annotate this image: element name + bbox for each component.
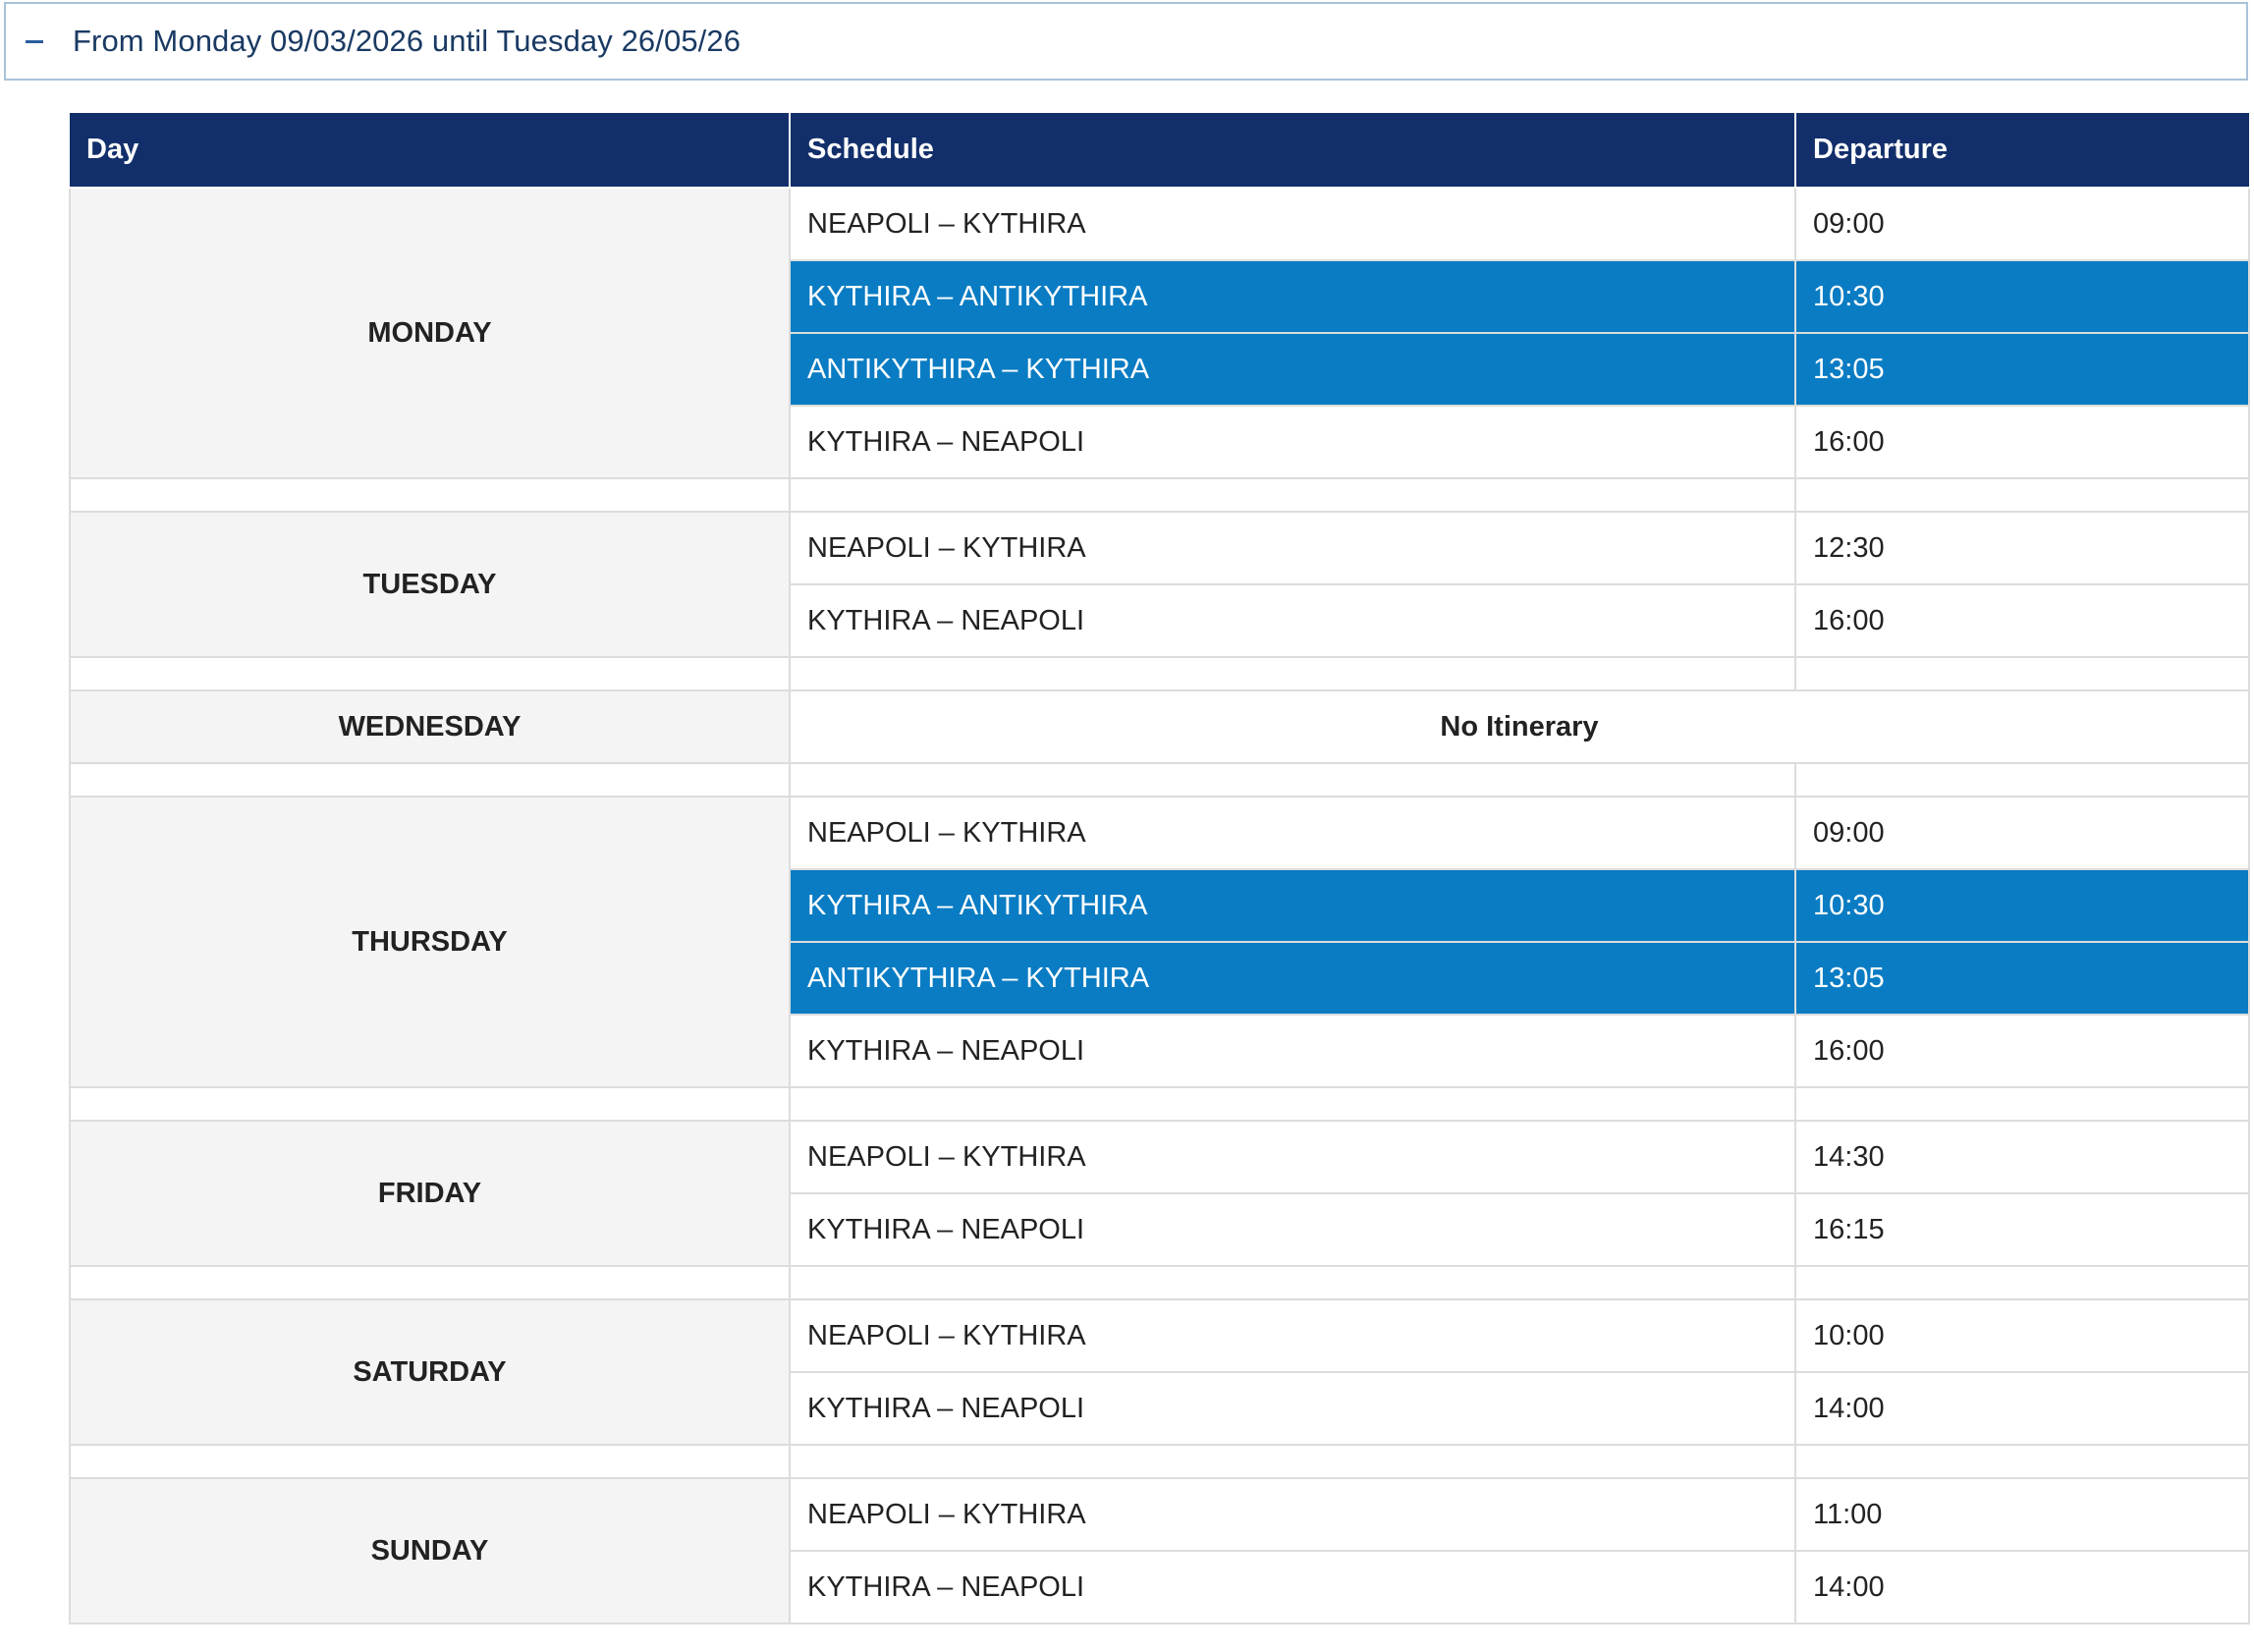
table-row: MONDAY NEAPOLI – KYTHIRA 09:00 bbox=[69, 187, 2250, 479]
table-row: ANTIKYTHIRA – KYTHIRA 13:05 bbox=[70, 941, 2250, 1016]
spacer-cell bbox=[1794, 1265, 2250, 1300]
spacer-cell bbox=[789, 477, 1796, 513]
route-cell: KYTHIRA – ANTIKYTHIRA bbox=[789, 868, 1796, 943]
spacer-cell bbox=[69, 762, 791, 798]
table-row: THURSDAY NEAPOLI – KYTHIRA 09:00 bbox=[69, 796, 2250, 1088]
table-row: KYTHIRA – NEAPOLI 16:15 bbox=[70, 1192, 2250, 1267]
departure-time-cell: 09:00 bbox=[1794, 187, 2250, 261]
column-header-schedule: Schedule bbox=[789, 113, 1796, 189]
route-cell: KYTHIRA – NEAPOLI bbox=[789, 1192, 1796, 1267]
minus-icon[interactable] bbox=[26, 39, 43, 43]
departure-time-cell: 14:00 bbox=[1794, 1550, 2250, 1624]
spacer-cell bbox=[69, 1086, 791, 1122]
table-row: WEDNESDAY No Itinerary bbox=[69, 689, 2250, 764]
spacer-row bbox=[69, 656, 2250, 691]
day-cell: WEDNESDAY bbox=[69, 689, 791, 764]
route-cell: ANTIKYTHIRA – KYTHIRA bbox=[789, 941, 1796, 1016]
schedule-table: Day Schedule Departure MONDAY NEAPOLI – K… bbox=[69, 113, 2250, 1624]
departure-time-cell: 16:00 bbox=[1794, 1014, 2250, 1088]
route-cell: NEAPOLI – KYTHIRA bbox=[789, 511, 1796, 585]
period-title: From Monday 09/03/2026 until Tuesday 26/… bbox=[73, 24, 742, 58]
route-cell: NEAPOLI – KYTHIRA bbox=[789, 1120, 1796, 1194]
route-cell: NEAPOLI – KYTHIRA bbox=[789, 796, 1796, 870]
spacer-cell bbox=[69, 1265, 791, 1300]
departure-time-cell: 12:30 bbox=[1794, 511, 2250, 585]
spacer-row bbox=[69, 1444, 2250, 1479]
departure-time-cell: 16:00 bbox=[1794, 583, 2250, 658]
departure-time-cell: 13:05 bbox=[1794, 332, 2250, 407]
departure-time-cell: 14:00 bbox=[1794, 1371, 2250, 1446]
departure-time-cell: 11:00 bbox=[1794, 1477, 2250, 1552]
spacer-cell bbox=[1794, 1086, 2250, 1122]
spacer-cell bbox=[1794, 1444, 2250, 1479]
route-cell: NEAPOLI – KYTHIRA bbox=[789, 1477, 1796, 1552]
column-header-departure: Departure bbox=[1794, 113, 2249, 189]
route-cell: ANTIKYTHIRA – KYTHIRA bbox=[789, 332, 1796, 407]
route-cell: KYTHIRA – NEAPOLI bbox=[789, 1014, 1796, 1088]
day-cell: SUNDAY bbox=[69, 1477, 791, 1624]
table-row: SUNDAY NEAPOLI – KYTHIRA 11:00 bbox=[69, 1477, 2250, 1624]
column-header-day: Day bbox=[70, 113, 791, 189]
route-cell: KYTHIRA – ANTIKYTHIRA bbox=[789, 259, 1796, 334]
departure-time-cell: 10:00 bbox=[1794, 1298, 2250, 1373]
departure-time-cell: 10:30 bbox=[1794, 259, 2250, 334]
table-row: KYTHIRA – ANTIKYTHIRA 10:30 bbox=[70, 868, 2250, 943]
spacer-cell bbox=[69, 1444, 791, 1479]
table-row: TUESDAY NEAPOLI – KYTHIRA 12:30 bbox=[69, 511, 2250, 658]
spacer-cell bbox=[789, 1444, 1796, 1479]
table-row: KYTHIRA – NEAPOLI 14:00 bbox=[70, 1371, 2250, 1446]
spacer-row bbox=[69, 1265, 2250, 1300]
day-cell: THURSDAY bbox=[69, 796, 791, 1088]
spacer-row bbox=[69, 477, 2250, 513]
spacer-cell bbox=[69, 477, 791, 513]
route-cell: KYTHIRA – NEAPOLI bbox=[789, 1550, 1796, 1624]
spacer-cell bbox=[789, 1086, 1796, 1122]
route-cell: KYTHIRA – NEAPOLI bbox=[789, 405, 1796, 479]
spacer-cell bbox=[1794, 477, 2250, 513]
table-row: KYTHIRA – NEAPOLI 16:00 bbox=[70, 583, 2250, 658]
table-row: SATURDAY NEAPOLI – KYTHIRA 10:00 bbox=[69, 1298, 2250, 1446]
no-itinerary-cell: No Itinerary bbox=[789, 689, 2250, 764]
departure-time-cell: 09:00 bbox=[1794, 796, 2250, 870]
departure-time-cell: 10:30 bbox=[1794, 868, 2250, 943]
table-header-row: Day Schedule Departure bbox=[70, 113, 2249, 189]
route-cell: KYTHIRA – NEAPOLI bbox=[789, 1371, 1796, 1446]
departure-time-cell: 16:00 bbox=[1794, 405, 2250, 479]
departure-time-cell: 13:05 bbox=[1794, 941, 2250, 1016]
spacer-cell bbox=[1794, 762, 2250, 798]
spacer-cell bbox=[1794, 656, 2250, 691]
day-cell: FRIDAY bbox=[69, 1120, 791, 1267]
table-row: KYTHIRA – NEAPOLI 16:00 bbox=[70, 1014, 2250, 1088]
spacer-cell bbox=[789, 656, 1796, 691]
table-row: ANTIKYTHIRA – KYTHIRA 13:05 bbox=[70, 332, 2250, 407]
table-row: KYTHIRA – NEAPOLI 16:00 bbox=[70, 405, 2250, 479]
day-cell: MONDAY bbox=[69, 187, 791, 479]
spacer-row bbox=[69, 762, 2250, 798]
departure-time-cell: 14:30 bbox=[1794, 1120, 2250, 1194]
spacer-cell bbox=[789, 1265, 1796, 1300]
route-cell: NEAPOLI – KYTHIRA bbox=[789, 1298, 1796, 1373]
schedule-table-body: MONDAY NEAPOLI – KYTHIRA 09:00 KYTHIRA – AN… bbox=[69, 187, 2250, 1624]
table-row: FRIDAY NEAPOLI – KYTHIRA 14:30 bbox=[69, 1120, 2250, 1267]
table-row: KYTHIRA – ANTIKYTHIRA 10:30 bbox=[70, 259, 2250, 334]
schedule-period-accordion-header[interactable]: From Monday 09/03/2026 until Tuesday 26/… bbox=[4, 2, 2248, 81]
day-cell: TUESDAY bbox=[69, 511, 791, 658]
route-cell: KYTHIRA – NEAPOLI bbox=[789, 583, 1796, 658]
route-cell: NEAPOLI – KYTHIRA bbox=[789, 187, 1796, 261]
table-row: KYTHIRA – NEAPOLI 14:00 bbox=[70, 1550, 2250, 1624]
spacer-row bbox=[69, 1086, 2250, 1122]
spacer-cell bbox=[69, 656, 791, 691]
spacer-cell bbox=[789, 762, 1796, 798]
departure-time-cell: 16:15 bbox=[1794, 1192, 2250, 1267]
day-cell: SATURDAY bbox=[69, 1298, 791, 1446]
